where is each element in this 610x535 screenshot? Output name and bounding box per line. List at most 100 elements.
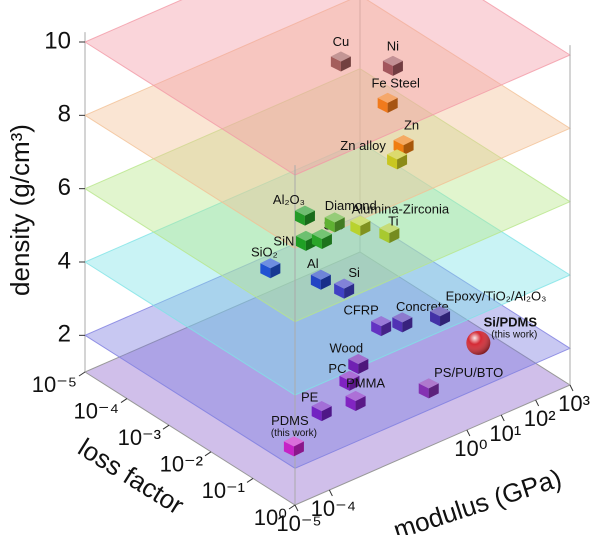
x-tick [294, 504, 299, 512]
cube-face [379, 223, 400, 234]
x-tick [535, 399, 540, 407]
cube-shade [339, 370, 360, 381]
point-label: Diamond [325, 198, 377, 213]
cube-shade [324, 212, 345, 223]
cube-point [330, 51, 351, 72]
cube-face [382, 55, 403, 66]
x-tick-label: 10⁻⁴ [311, 496, 357, 521]
cube-shade [310, 269, 331, 280]
point-label: CFRP [343, 303, 378, 318]
y-tick-label: 10⁻¹ [202, 478, 245, 503]
y-tick-label: 10⁰ [254, 505, 287, 530]
cube-face [334, 278, 355, 289]
point-note: (this work) [491, 330, 537, 341]
point-label: PMMA [346, 375, 385, 390]
cube-point [387, 149, 408, 170]
cube-point [295, 230, 316, 251]
cube-face [311, 401, 332, 412]
point-label: Wood [329, 340, 363, 355]
cube-point [392, 312, 413, 333]
cube-face [392, 312, 413, 323]
cube-point [283, 436, 304, 457]
cube-face [418, 378, 439, 389]
z-tick-label: 10 [44, 27, 71, 54]
y-tick [246, 477, 254, 483]
point-label: SiN [273, 233, 294, 248]
cube-face [393, 135, 414, 146]
point-label: Al [307, 256, 319, 271]
cube-shade [382, 55, 403, 66]
cube-point [393, 135, 414, 156]
cube-shade [392, 312, 413, 323]
cube-point [324, 212, 345, 233]
cube-shade [311, 401, 332, 412]
cube-shade [350, 215, 371, 226]
cube-face [377, 92, 398, 103]
x-tick-label: 10¹ [489, 421, 521, 446]
cube-face [324, 212, 345, 223]
cube-face [430, 306, 451, 317]
point-label: Si [348, 265, 360, 280]
y-tick-label: 10⁻² [160, 452, 203, 477]
point-label: Epoxy/TiO₂/Al₂O₃ [446, 289, 547, 304]
point-label: Zn alloy [340, 138, 386, 153]
sphere-shade [466, 330, 491, 355]
cube-face [345, 391, 366, 402]
z-tick-label: 4 [58, 247, 71, 274]
x-tick [569, 384, 574, 392]
y-tick [288, 504, 296, 510]
x-tick [466, 429, 471, 437]
y-tick-label: 10⁻⁴ [73, 398, 119, 423]
point-note: (this work) [271, 428, 317, 439]
cube-shade [295, 230, 316, 241]
cube-point [348, 353, 369, 374]
point-label: Cu [333, 34, 350, 49]
point-label: Ti [388, 214, 398, 229]
cube-face [350, 215, 371, 226]
cube-point [418, 378, 439, 399]
point-label: PC [328, 361, 346, 376]
x-tick-label: 10⁰ [454, 436, 487, 461]
cube-shade [294, 205, 315, 216]
x-tick-label: 10² [524, 406, 556, 431]
cube-shade [283, 436, 304, 447]
cube-point [430, 306, 451, 327]
z-tick-label: 2 [58, 321, 71, 348]
cube-shade [348, 353, 369, 364]
cube-shade [345, 391, 366, 402]
x-tick-label: 10⁻⁵ [276, 511, 321, 535]
cube-shade [311, 228, 332, 239]
z-axis-title: density (g/cm³) [5, 124, 35, 296]
point-label: SiO₂ [251, 245, 278, 260]
z-tick-label: 6 [58, 174, 71, 201]
cube-face [283, 436, 304, 447]
z-tick-label: 8 [58, 101, 71, 128]
point-label: Ni [387, 38, 399, 53]
sphere-point [466, 330, 491, 355]
cube-face [330, 51, 351, 62]
cube-point [379, 223, 400, 244]
cube-point [377, 92, 398, 113]
x-tick [328, 489, 333, 497]
cube-face [339, 370, 360, 381]
cube-face [348, 353, 369, 364]
point-label: Alumina-Zirconia [352, 201, 450, 216]
cube-point [371, 316, 392, 337]
cube-shade [330, 51, 351, 62]
cube-point [339, 370, 360, 391]
cube-shade [377, 92, 398, 103]
cube-point [294, 205, 315, 226]
cube-face [387, 149, 408, 160]
cube-shade [334, 278, 355, 289]
cube-face [294, 205, 315, 216]
cube-face [311, 228, 332, 239]
cube-shade [430, 306, 451, 317]
y-tick [78, 371, 86, 377]
x-axis-title: modulus (GPa) [390, 463, 566, 535]
cube-face [310, 269, 331, 280]
cube-shade [371, 316, 392, 327]
cube-shade [393, 135, 414, 146]
point-label: Si/PDMS [484, 314, 538, 329]
point-label: Zn [404, 118, 419, 133]
